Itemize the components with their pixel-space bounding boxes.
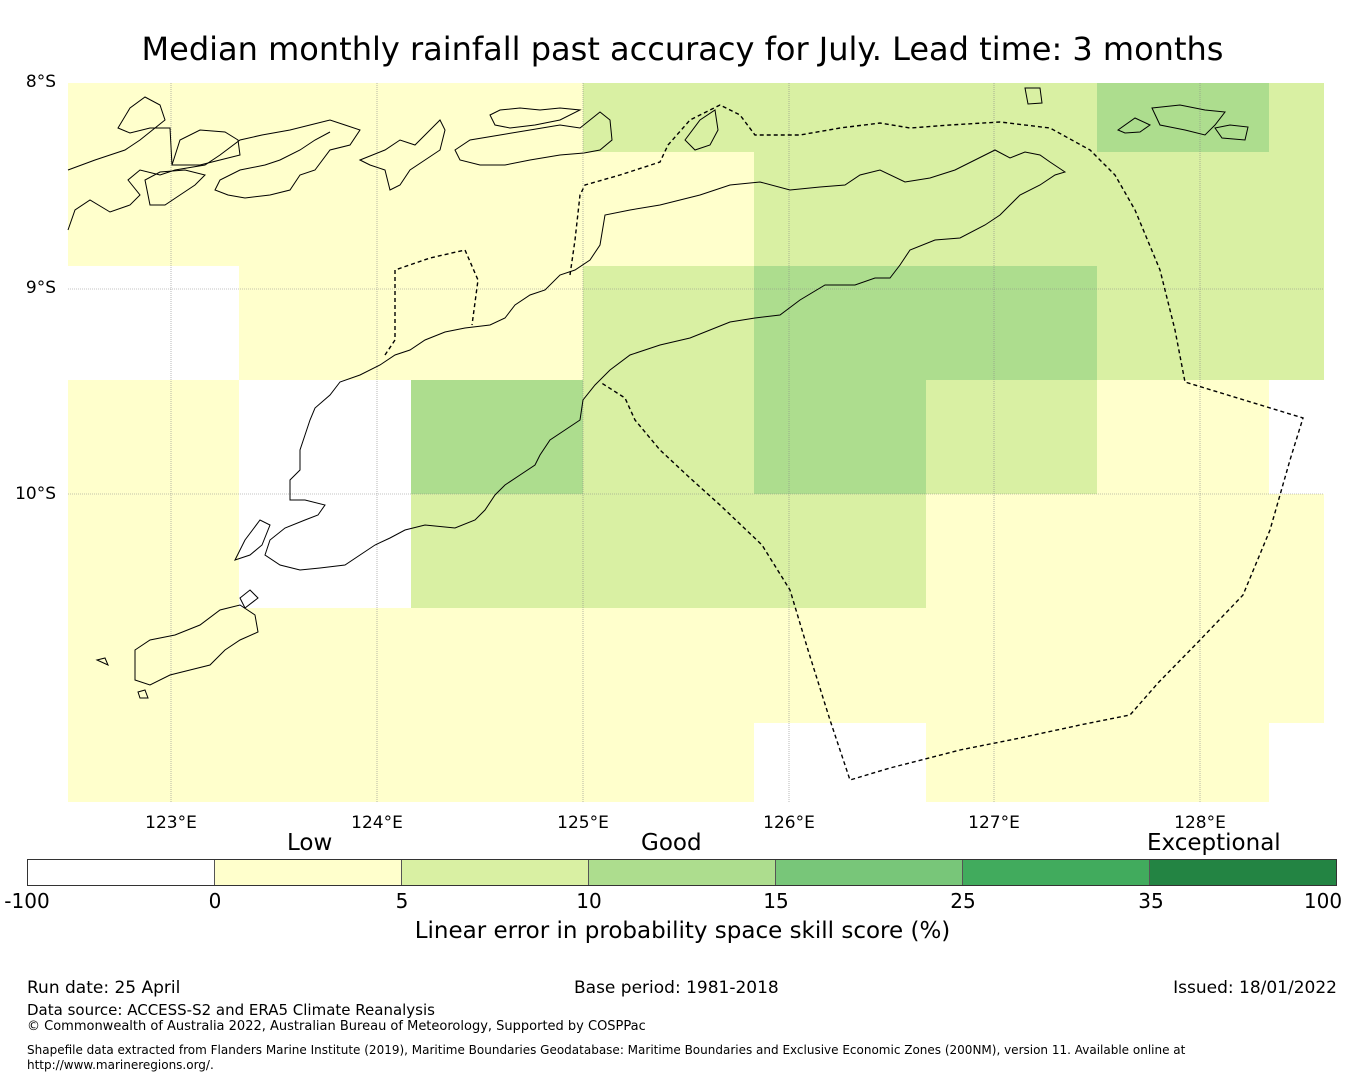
grid-cell bbox=[411, 380, 583, 494]
lon-label-124e: 124°E bbox=[351, 813, 403, 833]
grid-cell bbox=[926, 380, 1097, 494]
run-date: Run date: 25 April bbox=[27, 978, 181, 998]
grid-cell bbox=[411, 494, 926, 608]
grid-cell bbox=[1269, 83, 1324, 152]
category-good: Good bbox=[641, 830, 702, 856]
grid-cell bbox=[1097, 266, 1324, 380]
lon-label-127e: 127°E bbox=[968, 813, 1020, 833]
lon-label-125e: 125°E bbox=[557, 813, 609, 833]
colorbar-tick: 100 bbox=[1303, 889, 1343, 913]
grid-cell bbox=[68, 152, 754, 266]
colorbar-segment bbox=[963, 860, 1150, 885]
colorbar-segment bbox=[28, 860, 215, 885]
grid-cell bbox=[754, 266, 1097, 380]
lon-label-128e: 128°E bbox=[1174, 813, 1226, 833]
grid-cell bbox=[754, 152, 1324, 266]
grid-cell bbox=[583, 380, 754, 494]
grid-cell bbox=[583, 266, 754, 380]
category-exceptional: Exceptional bbox=[1147, 830, 1281, 856]
lat-label-9s: 9°S bbox=[25, 278, 56, 298]
colorbar-segment bbox=[215, 860, 402, 885]
grid-cell bbox=[1269, 723, 1324, 802]
colorbar-tick: 25 bbox=[950, 889, 976, 913]
grid-cell bbox=[239, 266, 583, 380]
grid-cell bbox=[583, 83, 1097, 152]
grid-cell bbox=[68, 380, 239, 494]
grid-cell bbox=[926, 723, 1269, 802]
lat-label-8s: 8°S bbox=[25, 72, 56, 92]
lon-label-123e: 123°E bbox=[145, 813, 197, 833]
grid-cell bbox=[68, 83, 583, 152]
coastline bbox=[67, 87, 1249, 699]
shapefile-note: Shapefile data extracted from Flanders M… bbox=[27, 1043, 1186, 1072]
map-title: Median monthly rainfall past accuracy fo… bbox=[141, 30, 1224, 68]
rainfall-skill-map bbox=[67, 83, 1324, 802]
eez-boundary bbox=[384, 104, 1304, 781]
colorbar-segment bbox=[1150, 860, 1336, 885]
data-source: Data source: ACCESS-S2 and ERA5 Climate … bbox=[27, 1001, 435, 1019]
colorbar-segment bbox=[776, 860, 963, 885]
grid-cell bbox=[68, 494, 239, 608]
colorbar-label: Linear error in probability space skill … bbox=[414, 918, 951, 944]
colorbar-segment bbox=[402, 860, 589, 885]
grid-cell bbox=[926, 494, 1324, 608]
grid-cell bbox=[754, 380, 926, 494]
colorbar bbox=[27, 859, 1337, 886]
colorbar-tick: 0 bbox=[208, 889, 222, 913]
grid-cell bbox=[68, 723, 754, 802]
issued-date: Issued: 18/01/2022 bbox=[1173, 978, 1337, 998]
lon-label-126e: 126°E bbox=[763, 813, 815, 833]
base-period: Base period: 1981-2018 bbox=[574, 978, 779, 998]
colorbar-tick: 35 bbox=[1138, 889, 1164, 913]
grid-cell bbox=[239, 494, 411, 608]
colorbar-tick: 10 bbox=[576, 889, 602, 913]
colorbar-tick: -100 bbox=[4, 889, 50, 913]
grid-cell bbox=[68, 608, 1324, 723]
colorbar-segment bbox=[589, 860, 776, 885]
lat-label-10s: 10°S bbox=[15, 484, 56, 504]
skill-grid-cells bbox=[68, 83, 1324, 802]
graticule-lines bbox=[68, 83, 1324, 802]
colorbar-tick: 15 bbox=[763, 889, 789, 913]
grid-cell bbox=[68, 266, 239, 380]
colorbar-tick: 5 bbox=[395, 889, 409, 913]
grid-cell bbox=[1097, 83, 1269, 152]
grid-cell bbox=[1097, 380, 1269, 494]
grid-cell bbox=[239, 380, 411, 494]
category-low: Low bbox=[287, 830, 333, 856]
copyright: © Commonwealth of Australia 2022, Austra… bbox=[27, 1019, 646, 1034]
grid-cell bbox=[754, 723, 926, 802]
